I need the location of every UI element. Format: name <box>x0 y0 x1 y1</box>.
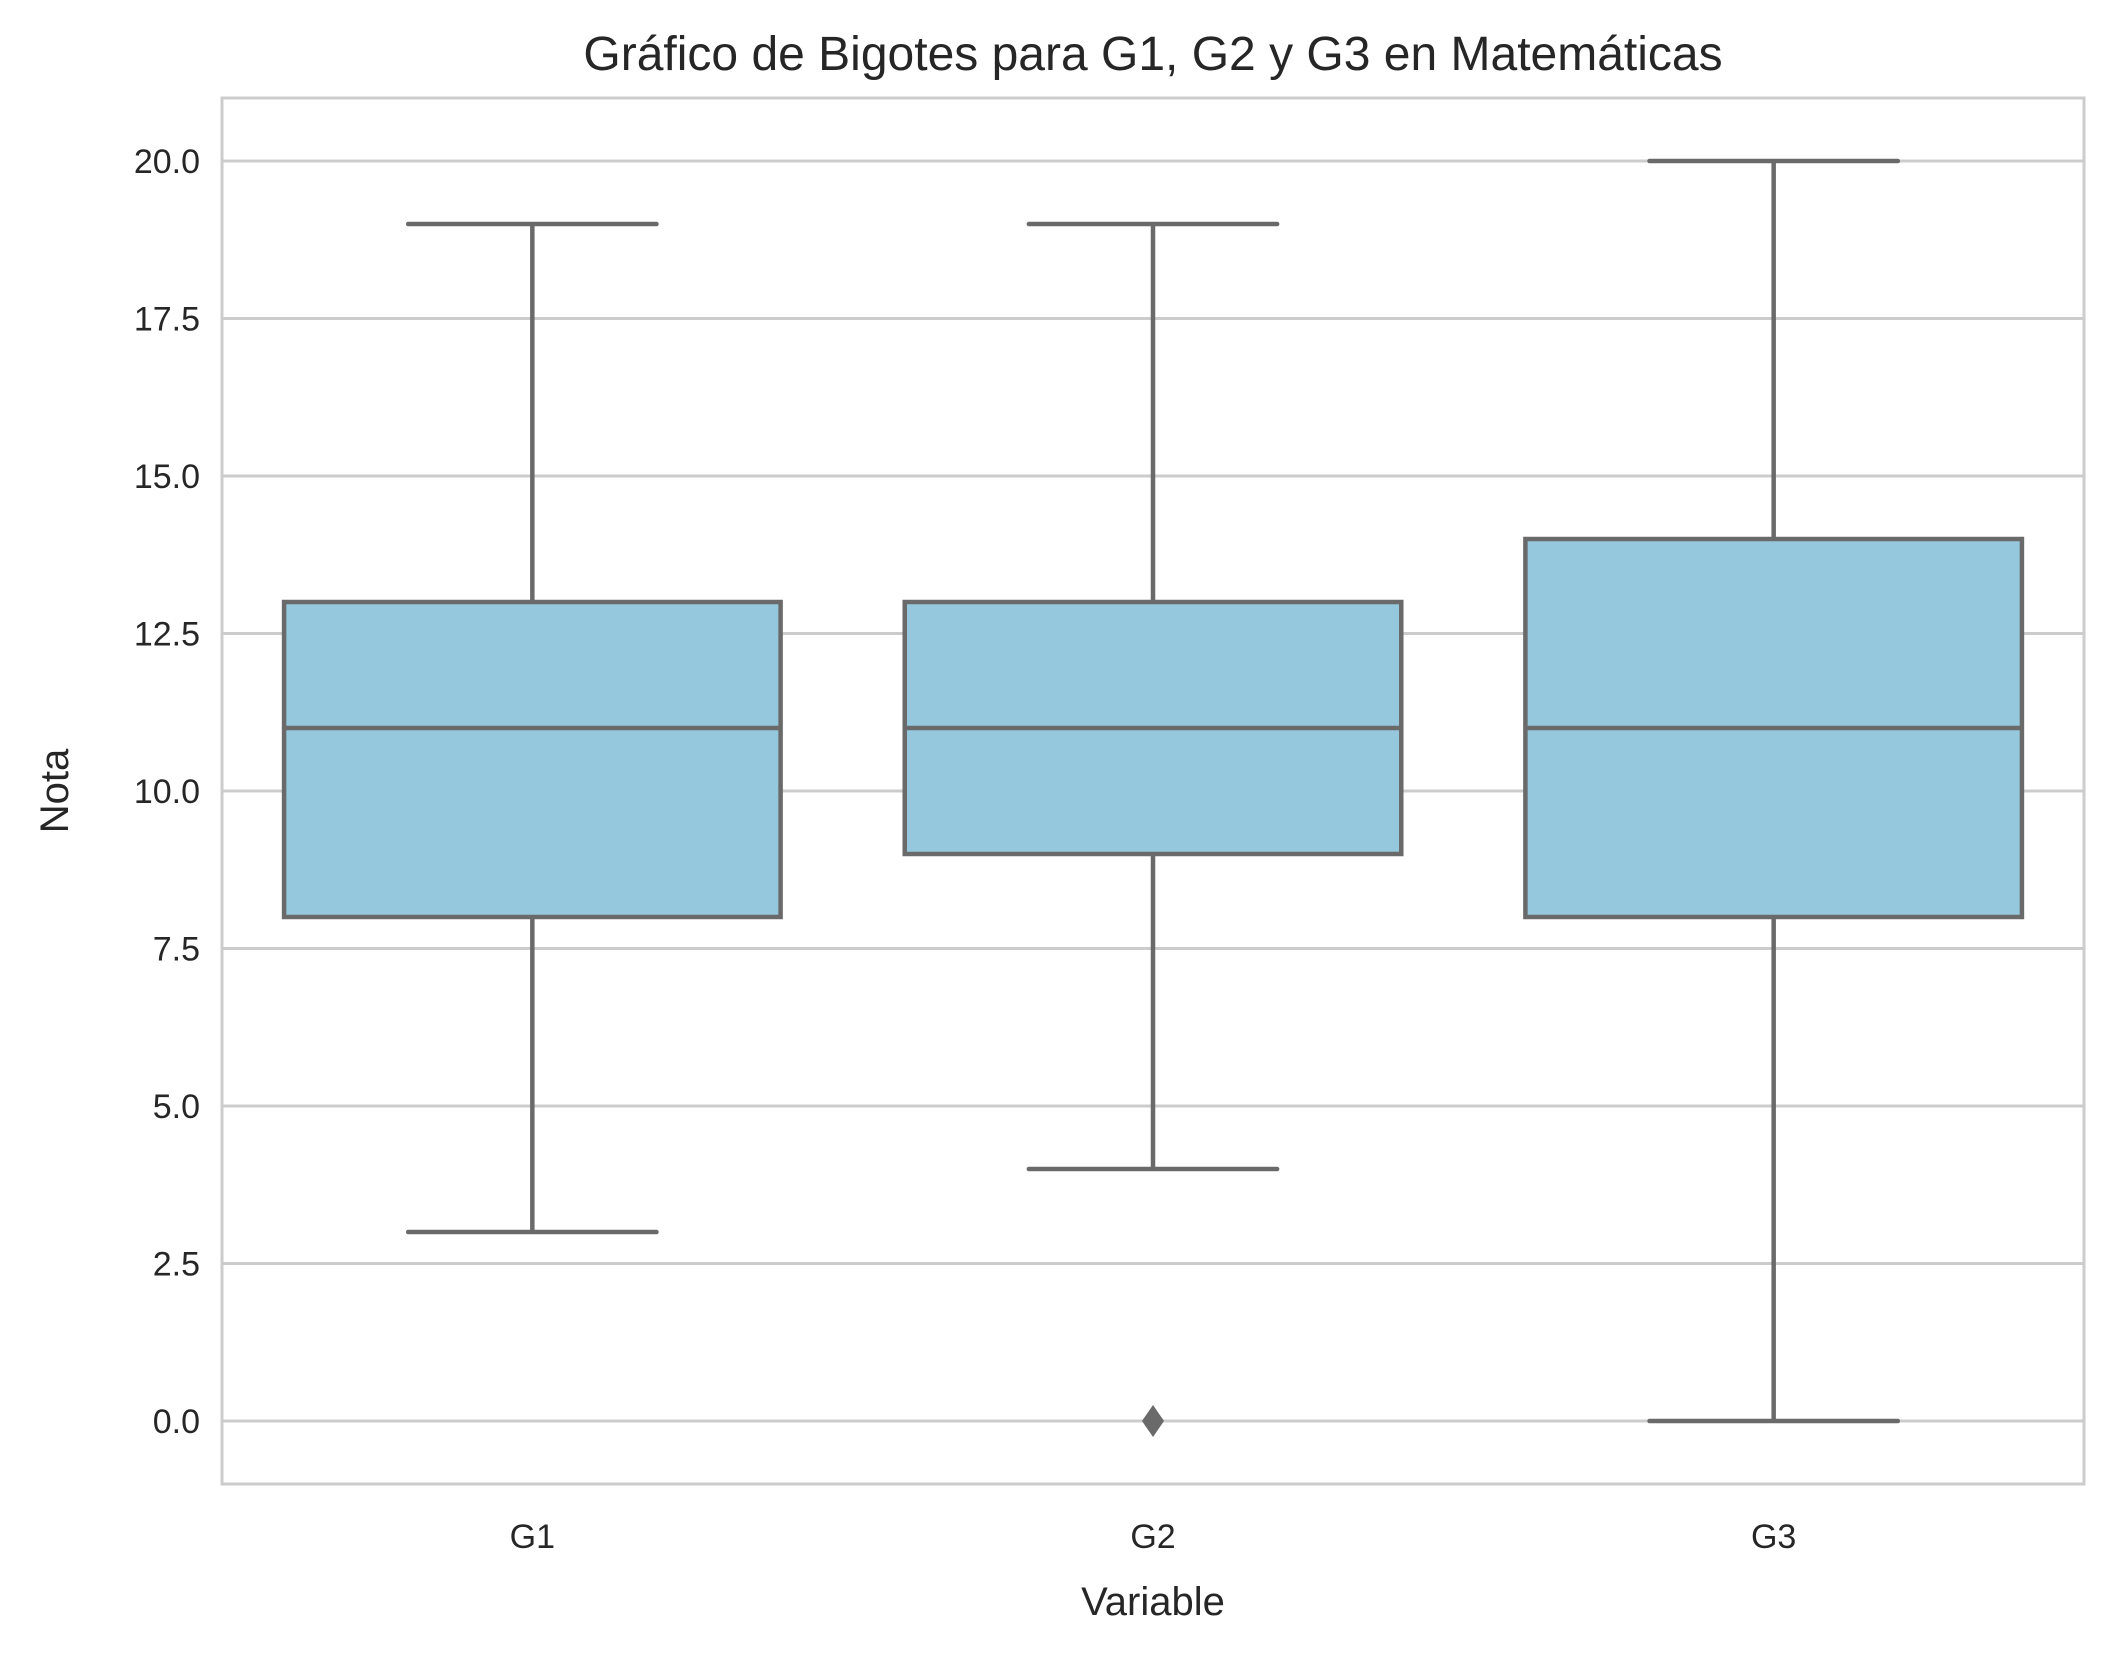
outlier-point <box>1142 1405 1164 1437</box>
y-tick-label: 2.5 <box>153 1246 200 1284</box>
x-axis-label: Variable <box>1081 1580 1225 1624</box>
box-g3 <box>1523 158 2025 1424</box>
y-tick-label: 15.0 <box>134 458 200 496</box>
box-g2 <box>902 221 1404 1437</box>
y-tick-label: 10.0 <box>134 773 200 811</box>
y-tick-label: 5.0 <box>153 1088 200 1126</box>
x-tick-labels: G1 G2 G3 <box>510 1518 1797 1556</box>
x-tick-label: G3 <box>1751 1518 1796 1556</box>
y-tick-label: 20.0 <box>134 143 200 181</box>
boxes <box>281 158 2025 1437</box>
x-tick-label: G2 <box>1130 1518 1175 1556</box>
plot-frame <box>220 96 2086 1486</box>
y-tick-label: 7.5 <box>153 931 200 969</box>
y-tick-labels: 0.0 2.5 5.0 7.5 10.0 12.5 15.0 17.5 20.0 <box>134 143 200 1441</box>
chart-title: Gráfico de Bigotes para G1, G2 y G3 en M… <box>583 28 1722 81</box>
y-tick-label: 0.0 <box>153 1403 200 1441</box>
iqr-box <box>281 599 783 920</box>
y-tick-label: 12.5 <box>134 616 200 654</box>
y-axis-label: Nota <box>33 748 77 833</box>
x-tick-label: G1 <box>510 1518 555 1556</box>
y-tick-label: 17.5 <box>134 301 200 339</box>
box-g1 <box>281 221 783 1235</box>
